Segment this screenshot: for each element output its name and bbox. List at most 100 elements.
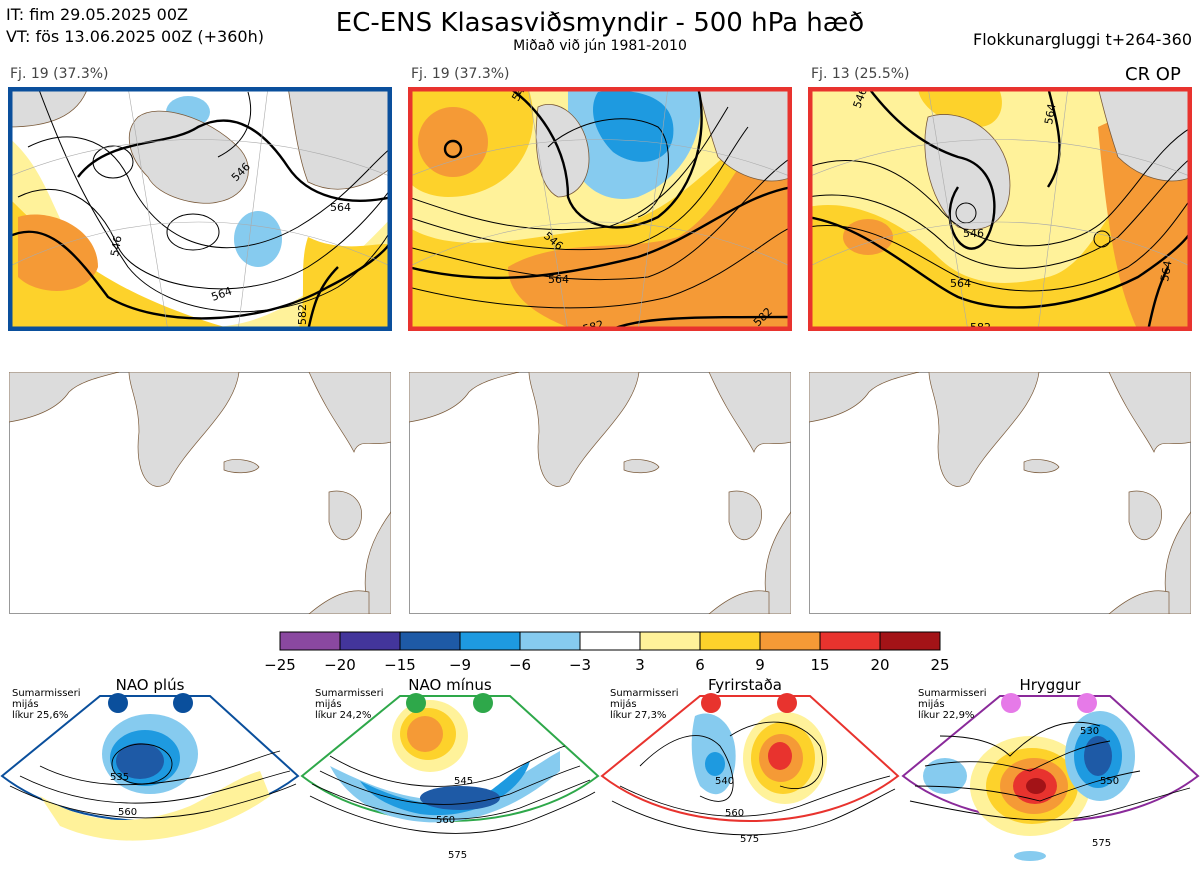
regime-season-2: mijás <box>918 698 945 710</box>
colorbar-bin <box>279 631 341 651</box>
empty-map-2 <box>409 372 791 614</box>
regime-marker-dot <box>777 693 797 713</box>
regime-season: Sumarmisseri <box>12 688 80 699</box>
regime-marker-dot <box>406 693 426 713</box>
page-title: EC-ENS Klasasviðsmyndir - 500 hPa hæð <box>335 8 865 38</box>
regime-season-2: mijás <box>12 698 39 710</box>
contour-label-575: 575 <box>740 834 759 845</box>
contour-label-560: 560 <box>436 815 455 826</box>
cluster-3-tag: CR OP <box>1125 64 1181 85</box>
anomaly-pos-mid <box>808 147 1192 331</box>
regime-fyrirstada: 540 560 575 Fyrirstaða Sumarmisseri mijá… <box>600 676 900 845</box>
regime-name: NAO mínus <box>408 676 492 694</box>
greenland-land <box>535 104 590 198</box>
regime-probability: líkur 24,2% <box>315 709 371 721</box>
header-info: IT: fim 29.05.2025 00Z VT: fös 13.06.202… <box>6 4 264 48</box>
colorbar-bin <box>819 631 881 651</box>
regime-marker-dot <box>1077 693 1097 713</box>
anomaly-neg-centre <box>234 211 282 267</box>
anomaly-pos-strong <box>508 127 792 331</box>
regime-name: Hryggur <box>1019 676 1081 694</box>
cluster-1-map: 546 546 564 564 582 <box>8 87 392 331</box>
graticule <box>408 87 792 331</box>
cluster-1-label: Fj. 19 (37.3%) <box>10 66 109 82</box>
contour-label-560: 560 <box>118 807 137 818</box>
regime-name: Fyrirstaða <box>708 676 782 694</box>
page-subtitle: Miðað við jún 1981-2010 <box>513 38 687 54</box>
colorbar-bin <box>579 631 641 651</box>
contour-label-560: 560 <box>725 808 744 819</box>
contour-label-564a: 564 <box>950 277 971 290</box>
cluster-3-frame <box>808 87 1192 331</box>
colorbar-tick-label: −20 <box>324 656 356 674</box>
contour-label-530: 530 <box>1080 726 1099 737</box>
graticule <box>8 87 392 331</box>
anomaly-pos-north <box>918 87 1002 127</box>
contour-label-535: 535 <box>110 772 129 783</box>
colorbar-tick-label: −25 <box>264 656 296 674</box>
colorbar-tick-label: 3 <box>635 656 645 674</box>
colorbar-tick-label: 25 <box>930 656 949 674</box>
regime-probability: líkur 25,6% <box>12 709 68 721</box>
contour-label-550: 550 <box>1100 776 1119 787</box>
contour-label-546a: 546 <box>108 235 124 258</box>
contour-label-564b: 564 <box>1042 103 1058 126</box>
regime-season-2: mijás <box>315 698 342 710</box>
colorbar-tick-label: −9 <box>449 656 471 674</box>
contour-label-575: 575 <box>448 850 467 861</box>
regime-probability: líkur 27,3% <box>610 709 666 721</box>
colorbar-tick-label: 9 <box>755 656 765 674</box>
cluster-2-map: 546 546 564 582 582 <box>408 87 792 331</box>
contour-label-575: 575 <box>1092 838 1111 849</box>
regime-marker-dot <box>173 693 193 713</box>
cluster-3-label: Fj. 13 (25.5%) <box>811 66 910 82</box>
colorbar-bin <box>339 631 401 651</box>
scandinavia-land <box>1097 87 1192 182</box>
colorbar-tick-label: −3 <box>569 656 591 674</box>
regime-name: NAO plús <box>116 676 185 694</box>
height-contours-bold <box>808 87 1192 331</box>
cluster-2-frame <box>408 87 792 331</box>
regime-marker-dot <box>1001 693 1021 713</box>
cluster-1-frame <box>8 87 392 331</box>
contour-label-582: 582 <box>970 321 991 331</box>
colorbar-bin <box>459 631 521 651</box>
contour-label-545: 545 <box>454 776 473 787</box>
colorbar-tick-label: 20 <box>870 656 889 674</box>
regime-marker-dot <box>701 693 721 713</box>
regime-probability: líkur 22,9% <box>918 709 974 721</box>
regime-season: Sumarmisseri <box>610 688 678 699</box>
anomaly-neg-mid <box>593 90 674 162</box>
contour-label-564c: 564 <box>1158 260 1174 283</box>
empty-map-3 <box>809 372 1191 614</box>
regime-season: Sumarmisseri <box>315 688 383 699</box>
contour-label-540: 540 <box>715 776 734 787</box>
colorbar-bin <box>699 631 761 651</box>
regime-marker-dot <box>108 693 128 713</box>
colorbar-tick-label: −6 <box>509 656 531 674</box>
colorbar-bin <box>399 631 461 651</box>
contour-label-582: 582 <box>296 304 309 325</box>
regime-panels: 535 560 NAO plús Sumarmisseri mijás líku… <box>0 676 1200 861</box>
regime-season: Sumarmisseri <box>918 688 986 699</box>
colorbar-tick-label: −15 <box>384 656 416 674</box>
regime-nao-plus: 535 560 NAO plús Sumarmisseri mijás líku… <box>0 676 300 841</box>
colorbar-bin <box>759 631 821 651</box>
colorbar-bin <box>879 631 941 651</box>
regime-marker-dot <box>473 693 493 713</box>
initial-time: IT: fim 29.05.2025 00Z <box>6 5 188 24</box>
contour-label-564: 564 <box>548 273 569 286</box>
classification-window: Flokkunargluggi t+264-360 <box>973 30 1192 49</box>
empty-map-1 <box>9 372 391 614</box>
colorbar-tick-label: 6 <box>695 656 705 674</box>
colorbar-bin <box>639 631 701 651</box>
contour-label-546b: 546 <box>963 227 984 240</box>
colorbar: −25 −20 −15 −9 −6 −3 3 6 9 15 20 25 <box>264 631 950 674</box>
regime-season-2: mijás <box>610 698 637 710</box>
greenland-land <box>129 110 249 204</box>
cluster-3-map: 546 546 564 564 582 564 <box>808 87 1192 331</box>
regime-hryggur: 530 550 575 Hryggur Sumarmisseri mijás l… <box>901 676 1200 861</box>
colorbar-tick-label: 15 <box>810 656 829 674</box>
anomaly-pos-mid <box>8 197 238 331</box>
graticule <box>808 87 1192 331</box>
